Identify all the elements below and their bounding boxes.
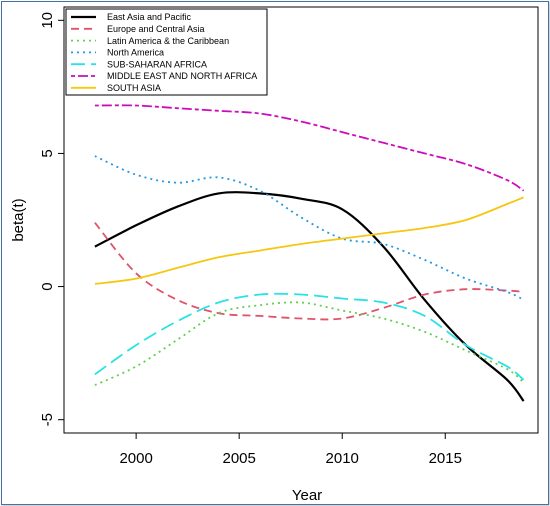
y-tick-label: 5 [39,149,56,157]
x-tick-label: 2000 [119,450,152,467]
legend-label-6: MIDDLE EAST AND NORTH AFRICA [107,71,257,81]
x-tick-label: 2015 [429,450,462,467]
legend-label-5: SUB-SAHARAN AFRICA [107,59,207,69]
legend-box [65,8,268,96]
x-tick-label: 2010 [326,450,359,467]
series-line-3 [94,301,525,386]
legend-label-7: SOUTH ASIA [107,83,161,93]
y-tick-label: 0 [39,282,56,290]
plot-box [63,6,539,434]
legend-label-1: East Asia and Pacific [107,12,192,22]
legend-label-3: Latin America & the Caribbean [107,36,229,46]
legend-label-2: Europe and Central Asia [107,24,205,34]
y-tick-label: 10 [39,12,56,29]
y-axis-title: beta(t) [10,198,27,241]
legend: East Asia and Pacific Europe and Central … [65,8,268,96]
series-line-2 [94,222,524,321]
legend-label-4: North America [107,48,164,58]
x-axis-title: Year [292,487,322,504]
series-line-1 [94,191,525,402]
series-line-7 [94,196,524,285]
y-axis: -5 0 5 10 [39,12,64,426]
series-line-4 [94,155,525,301]
x-tick-label: 2005 [222,450,255,467]
series-layer [94,104,525,402]
x-axis: 2000 2005 2010 2015 [119,433,462,467]
y-tick-label: -5 [39,413,56,426]
series-line-6 [94,104,525,192]
series-line-5 [94,292,525,381]
